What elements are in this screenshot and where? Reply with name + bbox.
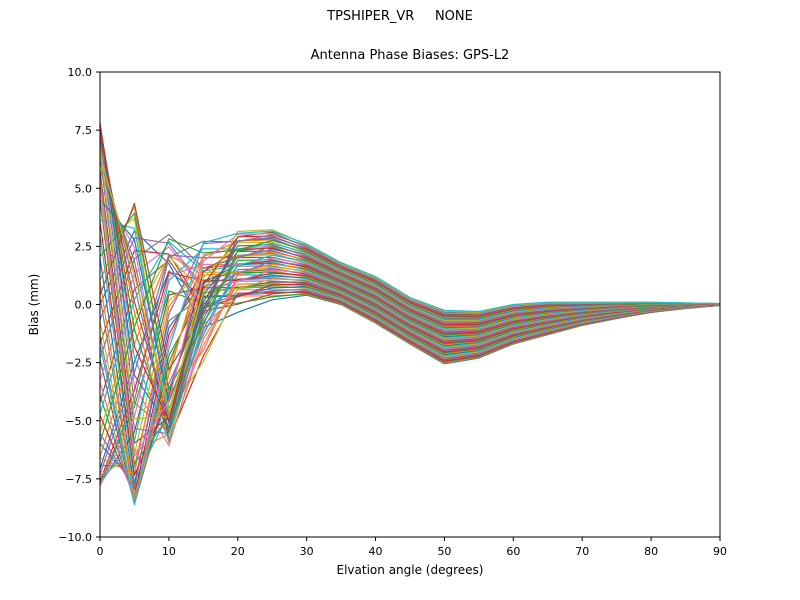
y-tick-label: 2.5: [75, 240, 93, 253]
series-line: [99, 147, 720, 420]
x-tick-label: 0: [97, 545, 104, 558]
series-line: [99, 245, 721, 504]
y-tick-label: −7.5: [65, 473, 92, 486]
x-tick-label: 20: [231, 545, 245, 558]
series-line: [99, 136, 721, 423]
x-tick-label: 10: [162, 545, 176, 558]
x-axis-label: Elvation angle (degrees): [337, 563, 484, 577]
x-tick-label: 70: [575, 545, 589, 558]
series-line: [99, 242, 721, 483]
x-tick-label: 90: [713, 545, 727, 558]
x-tick-label: 80: [644, 545, 658, 558]
x-tick-label: 40: [369, 545, 383, 558]
y-tick-label: −10.0: [58, 531, 92, 544]
y-tick-label: 5.0: [75, 182, 93, 195]
y-tick-label: −2.5: [65, 357, 92, 370]
series-line: [99, 248, 721, 475]
x-tick-label: 50: [437, 545, 451, 558]
y-tick-label: 10.0: [68, 66, 93, 79]
y-tick-label: 7.5: [75, 124, 93, 137]
y-axis-label: Bias (mm): [27, 274, 41, 336]
x-tick-label: 30: [300, 545, 314, 558]
y-tick-label: 0.0: [75, 299, 93, 312]
series-line: [99, 230, 721, 505]
series-group: [99, 123, 721, 505]
figure-suptitle: TPSHIPER_VR NONE: [327, 9, 473, 24]
axes-group: 0 10 20 30 40 50 60 70 80 90 −10.0 −7.5 −5.0 −2.5 0.0 2…: [58, 66, 727, 558]
x-tick-label: 60: [506, 545, 520, 558]
series-line: [99, 125, 721, 433]
y-tick-label: −5.0: [65, 415, 92, 428]
series-line: [99, 137, 721, 433]
chart-title: Antenna Phase Biases: GPS-L2: [310, 48, 510, 63]
